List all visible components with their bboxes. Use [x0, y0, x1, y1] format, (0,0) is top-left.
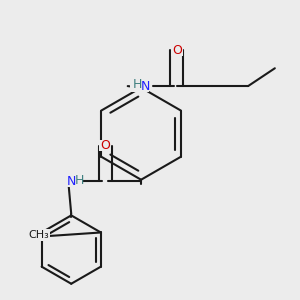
- Bar: [171, 44, 183, 56]
- Text: O: O: [172, 44, 182, 57]
- Text: O: O: [100, 139, 110, 152]
- Bar: [100, 140, 111, 152]
- Bar: [63, 175, 83, 187]
- Bar: [130, 80, 149, 92]
- Text: N: N: [140, 80, 150, 93]
- Text: N: N: [67, 175, 76, 188]
- Text: H: H: [133, 78, 142, 92]
- Text: H: H: [75, 173, 84, 187]
- Bar: [27, 229, 50, 241]
- Text: CH₃: CH₃: [28, 230, 49, 240]
